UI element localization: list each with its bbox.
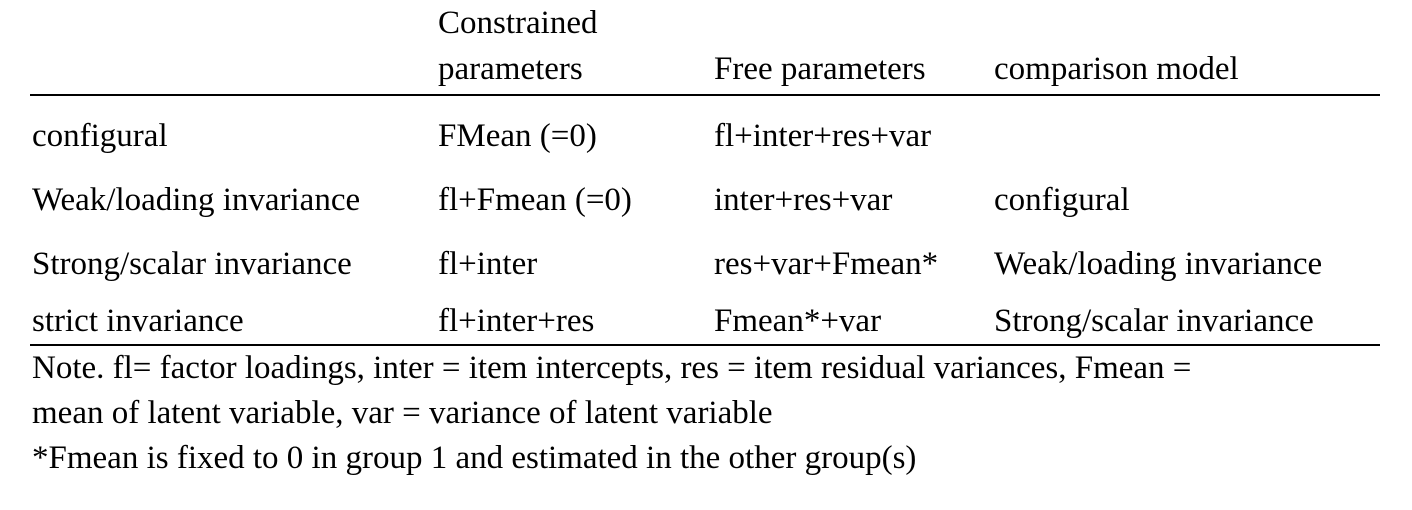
cell-free: Fmean*+var bbox=[712, 296, 992, 346]
note-abbreviations-line1: Note. fl= factor loadings, inter = item … bbox=[32, 350, 1192, 386]
cell-free: inter+res+var bbox=[714, 182, 893, 218]
cell-model: Strong/scalar invariance bbox=[32, 246, 352, 282]
cell-model: configural bbox=[32, 118, 168, 154]
cell-free: fl+inter+res+var bbox=[714, 118, 932, 154]
header-model bbox=[30, 0, 436, 96]
cell-comparison bbox=[992, 95, 1380, 168]
cell-constrained: fl+inter bbox=[438, 246, 538, 282]
table-row: strict invariance fl+inter+res Fmean*+va… bbox=[30, 296, 1380, 346]
header-comparison-line2: comparison model bbox=[994, 51, 1239, 87]
note-fmean-footnote: *Fmean is fixed to 0 in group 1 and esti… bbox=[32, 440, 917, 476]
note-abbreviations-line2: mean of latent variable, var = variance … bbox=[32, 395, 773, 431]
cell-free: res+var+Fmean* bbox=[714, 246, 939, 282]
cell-comparison: Weak/loading invariance bbox=[994, 246, 1323, 282]
cell-constrained: FMean (=0) bbox=[438, 118, 597, 154]
cell-model: Weak/loading invariance bbox=[32, 182, 361, 218]
table-row: Weak/loading invariance fl+Fmean (=0) in… bbox=[30, 168, 1380, 232]
table-row: Strong/scalar invariance fl+inter res+va… bbox=[30, 232, 1380, 296]
cell-constrained: fl+inter+res bbox=[436, 296, 712, 346]
header-row: Constrained parameters Free parameters c… bbox=[30, 0, 1380, 96]
cell-model: strict invariance bbox=[30, 296, 436, 346]
cell-comparison: Strong/scalar invariance bbox=[992, 296, 1380, 346]
header-constrained-line2: parameters bbox=[438, 51, 583, 87]
table-row: configural FMean (=0) fl+inter+res+var bbox=[30, 95, 1380, 168]
cell-constrained: fl+Fmean (=0) bbox=[438, 182, 632, 218]
table-notes: Note. fl= factor loadings, inter = item … bbox=[30, 346, 1382, 481]
header-comparison-model: comparison model bbox=[992, 0, 1380, 96]
cell-comparison: configural bbox=[994, 182, 1130, 218]
measurement-invariance-table-document: Constrained parameters Free parameters c… bbox=[30, 0, 1382, 481]
header-constrained-parameters: Constrained parameters bbox=[436, 0, 712, 96]
invariance-models-table: Constrained parameters Free parameters c… bbox=[30, 0, 1380, 346]
table-header: Constrained parameters Free parameters c… bbox=[30, 0, 1380, 96]
header-free-line2: Free parameters bbox=[714, 51, 926, 87]
header-free-parameters: Free parameters bbox=[712, 0, 992, 96]
header-constrained-line1: Constrained bbox=[438, 5, 598, 41]
table-body: configural FMean (=0) fl+inter+res+var W… bbox=[30, 95, 1380, 346]
